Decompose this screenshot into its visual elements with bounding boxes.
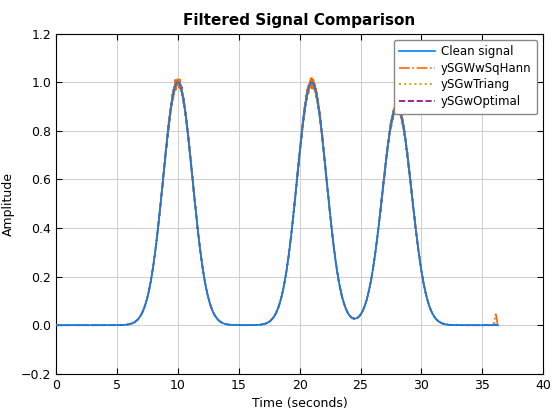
ySGwOptimal (289, 223, 296, 228)
Clean signal (495, 323, 502, 328)
Line: Clean signal: Clean signal (56, 82, 498, 325)
ySGWwSqHann (307, 76, 314, 81)
ySGwOptimal (495, 323, 502, 328)
ySGwOptimal (458, 323, 464, 328)
ySGWwSqHann (69, 323, 76, 328)
Clean signal (460, 323, 467, 328)
Clean signal (289, 223, 296, 228)
Clean signal (457, 323, 464, 328)
ySGWwSqHann (102, 323, 109, 328)
ySGWwSqHann (458, 323, 464, 328)
ySGwOptimal (324, 180, 330, 185)
ySGwOptimal (63, 323, 69, 328)
Clean signal (63, 323, 69, 328)
Clean signal (324, 180, 330, 185)
Legend: Clean signal, ySGWwSqHann, ySGwTriang, ySGwOptimal: Clean signal, ySGWwSqHann, ySGwTriang, y… (394, 39, 537, 114)
ySGWwSqHann (289, 223, 296, 228)
ySGwTriang (458, 323, 464, 328)
ySGwTriang (495, 323, 502, 328)
ySGwTriang (289, 223, 296, 228)
X-axis label: Time (seconds): Time (seconds) (252, 397, 347, 410)
Clean signal (309, 80, 315, 85)
ySGwOptimal (53, 323, 59, 328)
ySGwOptimal (175, 77, 181, 82)
Line: ySGwOptimal: ySGwOptimal (56, 79, 498, 325)
ySGWwSqHann (324, 180, 330, 185)
ySGwTriang (102, 323, 109, 328)
ySGWwSqHann (63, 323, 69, 328)
ySGwTriang (460, 323, 467, 328)
Line: ySGwTriang: ySGwTriang (56, 77, 498, 325)
ySGwTriang (53, 323, 59, 328)
ySGWwSqHann (495, 322, 502, 327)
ySGwOptimal (92, 323, 99, 328)
ySGwTriang (324, 181, 330, 186)
Y-axis label: Amplitude: Amplitude (2, 172, 15, 236)
ySGWwSqHann (460, 323, 467, 328)
Clean signal (102, 323, 109, 328)
Title: Filtered Signal Comparison: Filtered Signal Comparison (184, 13, 416, 28)
Clean signal (53, 323, 59, 328)
ySGwTriang (74, 323, 81, 328)
Line: ySGWwSqHann: ySGWwSqHann (56, 78, 498, 325)
ySGwTriang (63, 323, 69, 328)
ySGwOptimal (102, 323, 109, 328)
ySGwOptimal (460, 323, 467, 328)
ySGwTriang (309, 75, 315, 80)
ySGWwSqHann (53, 323, 59, 328)
